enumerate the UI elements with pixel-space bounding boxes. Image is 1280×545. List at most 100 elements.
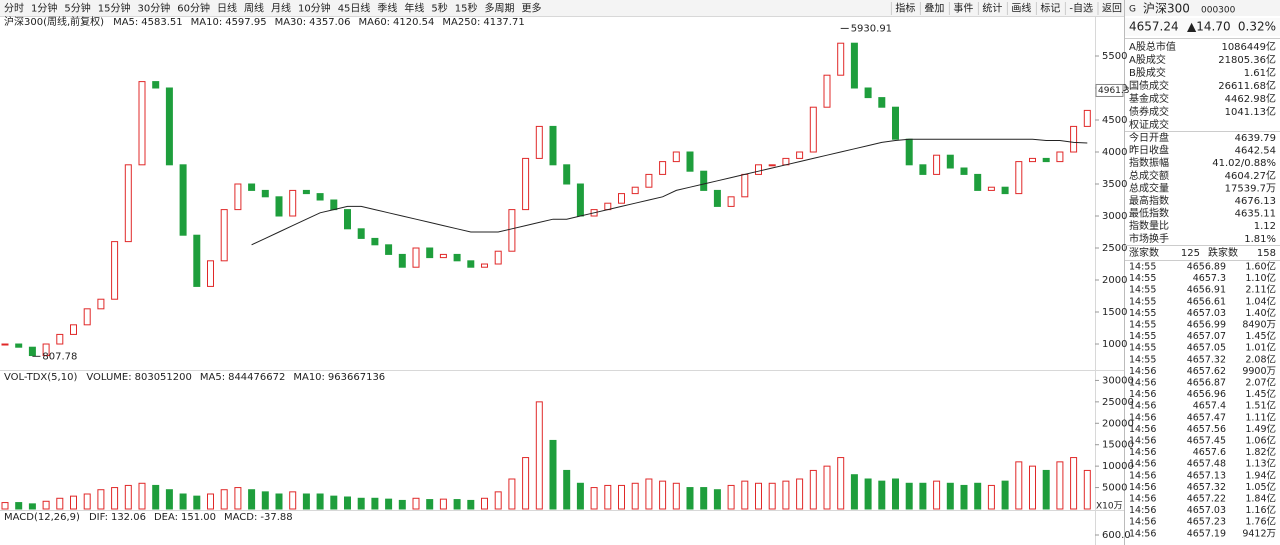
candle	[796, 151, 804, 159]
volume-bar	[549, 439, 557, 510]
y-tick-label: 25000	[1102, 397, 1134, 408]
tick-volume: 1.01亿	[1245, 342, 1276, 354]
tick-time: 14:55	[1129, 343, 1156, 354]
tool-button[interactable]: 指标	[895, 2, 915, 15]
volume-bar	[946, 482, 954, 510]
tool-button[interactable]: 画线	[1011, 2, 1031, 15]
tool-button[interactable]: 事件	[953, 2, 973, 15]
volume-bar	[604, 484, 612, 510]
period-tab[interactable]: 15分钟	[98, 2, 131, 15]
tick-price: 4657.03	[1187, 505, 1226, 516]
y-tick-label: 600.0	[1102, 530, 1131, 541]
period-tab[interactable]: 更多	[522, 2, 542, 15]
breadth-value: 125	[1181, 248, 1200, 259]
candle	[864, 87, 872, 99]
tick-time: 14:56	[1129, 412, 1156, 423]
period-tab[interactable]: 周线	[244, 2, 264, 15]
volume-bar	[974, 482, 982, 510]
stat-value: 1041.13亿	[1225, 105, 1276, 118]
period-tab[interactable]: 分时	[4, 3, 24, 15]
stat-value: 1086449亿	[1221, 40, 1276, 53]
quote-price: 4657.24	[1129, 20, 1179, 34]
period-tab[interactable]: 15秒	[455, 2, 478, 15]
ma-line	[251, 138, 1088, 246]
volume-bar	[494, 491, 502, 510]
volume-bar	[1083, 469, 1091, 510]
candle	[111, 241, 119, 300]
tick-time: 14:56	[1129, 459, 1156, 470]
candle	[741, 173, 749, 198]
volume-bar	[248, 489, 256, 510]
tick-price: 4656.96	[1187, 389, 1226, 400]
volume-bar	[755, 482, 762, 510]
volume-bar	[864, 478, 872, 510]
period-tab[interactable]: 30分钟	[137, 2, 170, 15]
period-tab[interactable]: 日线	[217, 2, 237, 15]
period-tab[interactable]: 45日线	[338, 2, 371, 15]
candle	[28, 346, 36, 357]
tick-price: 4657.6	[1193, 447, 1226, 458]
legend-value: 4120.54	[393, 17, 434, 28]
legend-value: 803051200	[135, 372, 192, 383]
y-tick-label: 2500	[1102, 243, 1127, 254]
period-tab[interactable]: 1分钟	[31, 2, 57, 15]
candle	[124, 164, 132, 243]
candle	[179, 164, 187, 236]
tick-volume: 1.45亿	[1245, 330, 1276, 342]
tool-button[interactable]: 返回	[1102, 3, 1122, 15]
period-tab[interactable]: 5分钟	[64, 2, 90, 15]
tick-time: 14:56	[1129, 505, 1156, 516]
cursor-label: 4961.3	[1098, 86, 1130, 96]
volume-bar	[768, 482, 776, 510]
stat-label: A股总市值	[1129, 40, 1176, 53]
volume-bar	[782, 480, 790, 510]
stat-value: 1.61亿	[1244, 66, 1276, 79]
period-tab[interactable]: 10分钟	[298, 2, 331, 15]
stat-value: 4642.54	[1235, 146, 1276, 157]
period-tab[interactable]: 60分钟	[177, 2, 210, 15]
volume-bar	[1001, 480, 1009, 510]
period-tab[interactable]: 多周期	[485, 2, 515, 15]
period-tab[interactable]: 季线	[377, 2, 397, 15]
y-tick-label: 15000	[1102, 440, 1134, 451]
candle	[700, 170, 708, 191]
legend-value: 132.06	[111, 512, 146, 523]
y-tick-label: 20000	[1102, 418, 1134, 429]
tick-volume: 9412万	[1242, 528, 1276, 539]
tool-button[interactable]: 叠加	[924, 3, 944, 15]
tick-price: 4656.89	[1187, 262, 1226, 273]
period-tab[interactable]: 月线	[271, 2, 291, 15]
tool-button[interactable]: 统计	[982, 2, 1002, 15]
volume-bar	[344, 496, 351, 510]
volume-bar	[727, 484, 735, 510]
volume-bar	[453, 499, 461, 510]
candle	[494, 250, 502, 265]
tool-button[interactable]: 标记	[1040, 3, 1060, 15]
tick-price: 4657.23	[1187, 517, 1226, 528]
stat-value: 4676.13	[1235, 196, 1276, 207]
volume-bar	[741, 480, 749, 510]
tick-price: 4657.22	[1187, 494, 1226, 505]
stat-value: 4604.27亿	[1225, 169, 1276, 182]
candle	[1, 343, 9, 346]
volume-bar	[535, 401, 543, 510]
candle	[563, 164, 571, 185]
period-tab[interactable]: 年线	[404, 2, 424, 15]
period-tab[interactable]: 5秒	[431, 2, 447, 15]
legend-name: MACD(12,26,9)	[4, 512, 80, 523]
candle	[1056, 151, 1064, 163]
stat-label: 最低指数	[1129, 207, 1169, 220]
volume-bar	[672, 482, 680, 510]
candle	[850, 42, 858, 89]
tick-price: 4657.19	[1187, 528, 1226, 539]
y-tick-label: 5000	[1102, 483, 1127, 494]
tick-time: 14:56	[1129, 494, 1156, 505]
tool-button[interactable]: -自选	[1069, 2, 1093, 15]
candle	[42, 343, 50, 357]
volume-bar	[138, 482, 146, 510]
volume-bar	[905, 482, 913, 510]
volume-bar	[1, 502, 9, 510]
candle	[439, 253, 447, 259]
candle	[549, 125, 557, 166]
candle	[618, 193, 625, 204]
